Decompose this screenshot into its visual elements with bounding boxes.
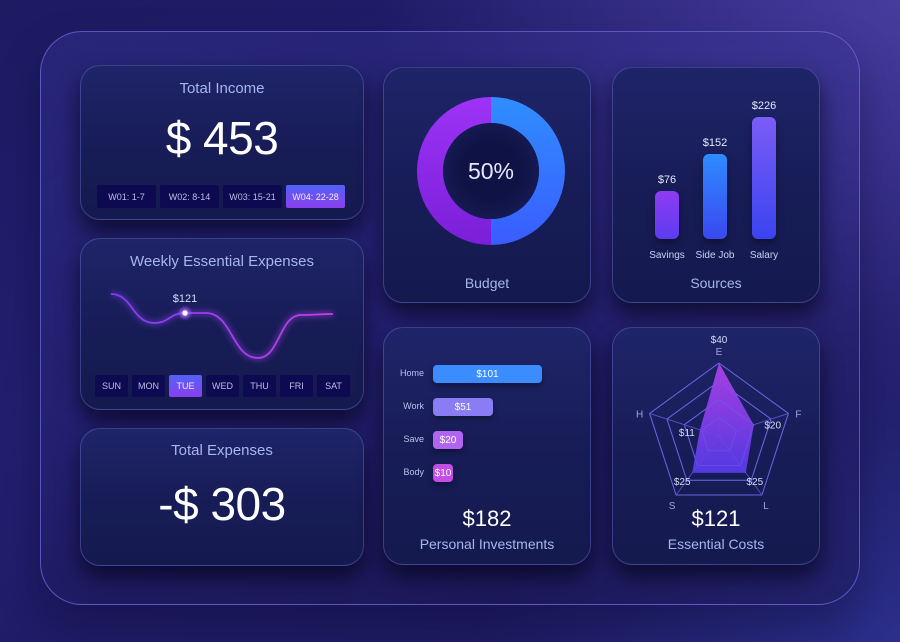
- day-button-fri[interactable]: FRI: [280, 375, 313, 397]
- radar-value-label: $25: [674, 477, 691, 488]
- radar-spoke: [718, 413, 789, 437]
- investment-label: Home: [399, 368, 424, 378]
- essential-costs-card: E $40 F $20 L $25 S $25 H $11 $121 Essential Cost…: [612, 327, 820, 565]
- radar-data-area[interactable]: [692, 363, 754, 473]
- highlight-dot[interactable]: [182, 310, 188, 316]
- total-expenses-amount: -$ 303: [158, 478, 286, 530]
- radar-grid-ring: [648, 362, 790, 496]
- day-selector: SUN MON TUE WED THU FRI SAT: [95, 375, 350, 397]
- sources-card: $76 Savings $152 Side Job $226 Salary Sources: [612, 67, 820, 303]
- donut-segment-remaining[interactable]: [417, 97, 491, 245]
- week-button-w03[interactable]: W03: 15-21: [223, 185, 282, 208]
- sources-bar-label: Side Job: [695, 250, 735, 261]
- investment-label: Body: [403, 467, 424, 477]
- sources-bar-value: $152: [702, 137, 728, 149]
- sources-bar-value: $226: [751, 100, 777, 112]
- radar-value-label: $11: [679, 428, 695, 439]
- budget-percent-label: 50%: [468, 158, 514, 184]
- day-button-wed[interactable]: WED: [206, 375, 239, 397]
- day-button-sun[interactable]: SUN: [95, 375, 128, 397]
- radar-spoke: [675, 435, 720, 496]
- highlight-value-label: $121: [173, 293, 197, 305]
- budget-title: Budget: [464, 275, 510, 291]
- investments-total: $182: [462, 506, 512, 531]
- weekly-expenses-card: Weekly Essential Expenses $121 SUN MON T…: [80, 238, 364, 410]
- essential-radar-chart: E$40 F $20 L $25 S $25 H $11: [636, 335, 802, 512]
- total-income-card: Total Income $ 453 W01: 1-7 W02: 8-14 W0…: [80, 65, 364, 220]
- radar-value-label: $25: [746, 477, 763, 488]
- sources-bar-value: $76: [657, 174, 677, 186]
- radar-spoke: [649, 413, 720, 437]
- investment-bar-home[interactable]: $101: [433, 365, 542, 383]
- sources-bar-label: Savings: [649, 250, 685, 261]
- sources-bar-savings[interactable]: [655, 191, 679, 239]
- essential-title: Essential Costs: [667, 536, 765, 552]
- sources-bar-side-job[interactable]: [703, 154, 727, 239]
- radar-axis-label-h: H: [636, 409, 643, 420]
- radar-axis-label-s: S: [669, 501, 676, 512]
- sources-bar-label: Salary: [749, 250, 779, 261]
- radar-grid-ring: [666, 380, 772, 481]
- day-button-sat[interactable]: SAT: [317, 375, 350, 397]
- investment-bar-work[interactable]: $51: [433, 398, 493, 416]
- week-button-w02[interactable]: W02: 8-14: [160, 185, 219, 208]
- sources-bar-salary[interactable]: [752, 117, 776, 239]
- radar-grid-ring: [666, 380, 772, 481]
- week-button-w04[interactable]: W04: 22-28: [286, 185, 345, 208]
- day-button-mon[interactable]: MON: [132, 375, 165, 397]
- total-expenses-title: Total Expenses: [171, 442, 273, 459]
- investment-label: Work: [403, 401, 424, 411]
- radar-axis-label-l: L: [763, 501, 769, 512]
- total-income-amount: $ 453: [165, 112, 279, 164]
- radar-value-label: $40: [711, 335, 728, 346]
- week-selector: W01: 1-7 W02: 8-14 W03: 15-21 W04: 22-28: [97, 185, 345, 208]
- radar-spoke: [718, 435, 763, 496]
- radar-axis-label-e: E: [716, 347, 723, 358]
- personal-investments-card: Home $101 Work $51 Save $20 Body $10 $182 Perso…: [383, 327, 591, 565]
- day-button-thu[interactable]: THU: [243, 375, 276, 397]
- donut-segment-spent[interactable]: [491, 97, 565, 245]
- line-series: [110, 293, 334, 359]
- weekly-line-chart: $121: [110, 291, 334, 361]
- investments-title: Personal Investments: [419, 536, 555, 552]
- donut-hole: [443, 123, 539, 219]
- sources-title: Sources: [690, 275, 742, 291]
- investment-bar-save[interactable]: $20: [433, 431, 463, 449]
- day-button-tue[interactable]: TUE: [169, 375, 202, 397]
- investment-label: Save: [403, 434, 424, 444]
- budget-card: 50% Budget: [383, 67, 591, 303]
- radar-value-label: $20: [764, 421, 781, 432]
- total-income-title: Total Income: [179, 80, 265, 97]
- radar-axis-label-f: F: [795, 409, 801, 420]
- budget-donut-chart: 50%: [417, 97, 565, 245]
- week-button-w01[interactable]: W01: 1-7: [97, 185, 156, 208]
- radar-grid-ring: [648, 362, 790, 496]
- line-glow: [110, 291, 334, 361]
- investment-bar-body[interactable]: $10: [433, 464, 453, 482]
- essential-total: $121: [691, 506, 741, 531]
- total-expenses-card: Total Expenses -$ 303: [80, 428, 364, 566]
- radar-grid-ring: [701, 417, 737, 452]
- weekly-expenses-title: Weekly Essential Expenses: [130, 253, 314, 270]
- radar-grid-ring: [683, 398, 755, 467]
